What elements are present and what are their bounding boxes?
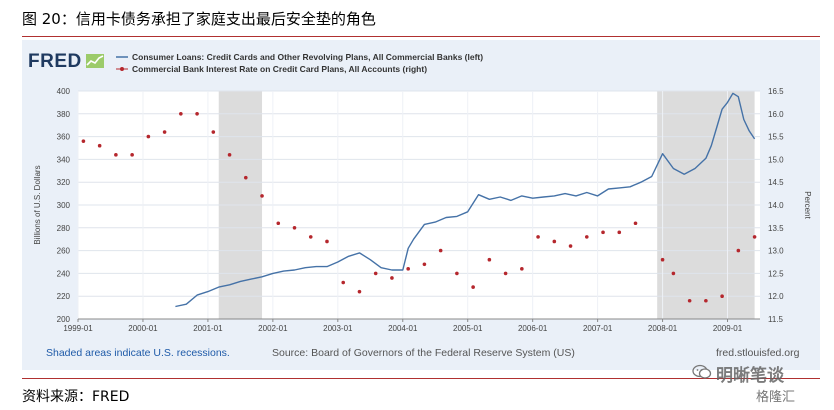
fred-url: fred.stlouisfed.org: [716, 347, 800, 359]
x-tick-label: 2007-01: [583, 324, 613, 333]
series-dot-interest-rate-33: [617, 230, 622, 235]
wechat-icon: [692, 364, 712, 379]
legend-label-line: Consumer Loans: Credit Cards and Other R…: [132, 52, 484, 62]
y-tick-label-left: 200: [57, 315, 71, 324]
series-dot-interest-rate-23: [455, 271, 459, 276]
y-tick-label-left: 220: [57, 292, 71, 301]
source-rule: [22, 378, 820, 379]
series-dot-interest-rate-26: [503, 271, 508, 276]
legend-line-swatch: [116, 56, 128, 58]
series-dot-interest-rate-20: [406, 267, 410, 271]
chart-legend: Consumer Loans: Credit Cards and Other R…: [116, 51, 483, 75]
series-dot-interest-rate-17: [357, 289, 362, 294]
series-dot-interest-rate-15: [325, 239, 329, 244]
y-tick-label-right: 13.0: [768, 247, 784, 256]
y-tick-label-right: 14.0: [768, 201, 784, 210]
series-dot-interest-rate-4: [146, 134, 151, 139]
series-dot-interest-rate-9: [227, 153, 232, 157]
x-tick-label: 2006-01: [518, 324, 548, 333]
series-dot-interest-rate-39: [720, 294, 724, 298]
chart-source-note: Source: Board of Governors of the Federa…: [272, 347, 575, 359]
y-tick-label-right: 13.5: [768, 224, 784, 233]
y-tick-label-left: 380: [57, 110, 71, 119]
x-tick-label: 1999-01: [63, 324, 93, 333]
series-dot-interest-rate-35: [660, 257, 665, 262]
series-dot-interest-rate-22: [438, 248, 443, 253]
x-tick-label: 2002-01: [258, 324, 288, 333]
legend-item-line: Consumer Loans: Credit Cards and Other R…: [116, 51, 483, 63]
series-dot-interest-rate-40: [736, 248, 741, 253]
series-dot-interest-rate-10: [243, 175, 248, 180]
y-tick-label-left: 320: [57, 178, 71, 187]
y-tick-label-right: 15.5: [768, 133, 784, 142]
series-dot-interest-rate-30: [568, 244, 573, 248]
series-dot-interest-rate-12: [276, 221, 281, 226]
series-dot-interest-rate-24: [471, 285, 475, 289]
series-dot-interest-rate-16: [341, 280, 346, 285]
series-dot-interest-rate-32: [601, 230, 605, 235]
series-dot-interest-rate-29: [552, 239, 557, 244]
source-caption: 资料来源：FRED: [22, 389, 130, 405]
x-tick-label: 2001-01: [193, 324, 223, 333]
x-tick-label: 2005-01: [453, 324, 483, 333]
y-axis-title-left: Billions of U.S. Dollars: [33, 165, 42, 244]
series-dot-interest-rate-38: [704, 298, 708, 303]
fred-logo: FRED: [28, 51, 82, 72]
y-tick-label-left: 340: [57, 155, 71, 164]
series-dot-interest-rate-3: [130, 153, 134, 157]
series-dot-interest-rate-41: [752, 235, 757, 239]
series-dot-interest-rate-0: [81, 139, 86, 143]
legend-label-dots: Commercial Bank Interest Rate on Credit …: [132, 64, 428, 74]
fred-logo-chart-icon: [86, 54, 104, 68]
series-dot-interest-rate-28: [536, 235, 540, 239]
x-tick-label: 2003-01: [323, 324, 353, 333]
x-tick-label: 2009-01: [713, 324, 743, 333]
y-axis-title-right: Percent: [803, 191, 812, 219]
series-dot-interest-rate-7: [195, 112, 199, 116]
series-dot-interest-rate-37: [687, 298, 692, 303]
series-dot-interest-rate-31: [584, 235, 589, 239]
y-tick-label-right: 15.0: [768, 155, 784, 164]
series-dot-interest-rate-27: [520, 267, 524, 271]
series-dot-interest-rate-13: [292, 226, 297, 230]
series-dot-interest-rate-1: [97, 143, 102, 148]
series-dot-interest-rate-14: [308, 235, 313, 239]
legend-item-dots: Commercial Bank Interest Rate on Credit …: [116, 63, 483, 75]
chart-plot: 200 220 240 260 280 300 320 340 360 380 400 11.5 12.…: [33, 87, 812, 333]
series-dot-interest-rate-6: [179, 112, 183, 116]
fred-chart-panel: FRED Consumer Loans: Credit Cards and Ot…: [22, 40, 820, 370]
recession-note: Shaded areas indicate U.S. recessions.: [46, 347, 230, 359]
y-tick-label-right: 12.5: [768, 269, 784, 278]
series-dot-interest-rate-25: [487, 257, 492, 262]
series-dot-interest-rate-11: [260, 194, 264, 198]
series-dot-interest-rate-21: [422, 262, 427, 267]
series-dot-interest-rate-2: [114, 153, 118, 157]
series-line-credit-card-loans: [175, 92, 756, 308]
y-tick-label-left: 400: [57, 87, 71, 96]
y-tick-label-left: 260: [57, 247, 71, 256]
series-dot-interest-rate-19: [390, 276, 394, 280]
y-tick-label-right: 16.0: [768, 110, 784, 119]
legend-dots-swatch: [116, 67, 128, 71]
y-tick-label-right: 11.5: [768, 315, 784, 324]
title-rule: [22, 36, 820, 37]
y-tick-label-right: 14.5: [768, 178, 784, 187]
series-dot-interest-rate-5: [162, 130, 167, 134]
x-tick-label: 2008-01: [648, 324, 678, 333]
series-dot-interest-rate-34: [633, 221, 638, 226]
watermark-sub: 格隆汇: [756, 390, 796, 405]
y-tick-label-left: 280: [57, 224, 71, 233]
y-tick-label-left: 240: [57, 269, 71, 278]
series-dot-interest-rate-18: [373, 271, 378, 276]
watermark-text: 明晰笔谈: [716, 366, 784, 386]
series-dot-interest-rate-8: [211, 130, 216, 134]
y-tick-label-right: 12.0: [768, 292, 784, 301]
y-tick-label-left: 360: [57, 133, 71, 142]
y-tick-label-left: 300: [57, 201, 71, 210]
y-tick-label-right: 16.5: [768, 87, 784, 96]
x-tick-label: 2004-01: [388, 324, 418, 333]
series-dot-interest-rate-36: [671, 271, 676, 276]
figure-title: 图 20：信用卡债务承担了家庭支出最后安全垫的角色: [22, 10, 376, 28]
x-tick-label: 2000-01: [128, 324, 158, 333]
